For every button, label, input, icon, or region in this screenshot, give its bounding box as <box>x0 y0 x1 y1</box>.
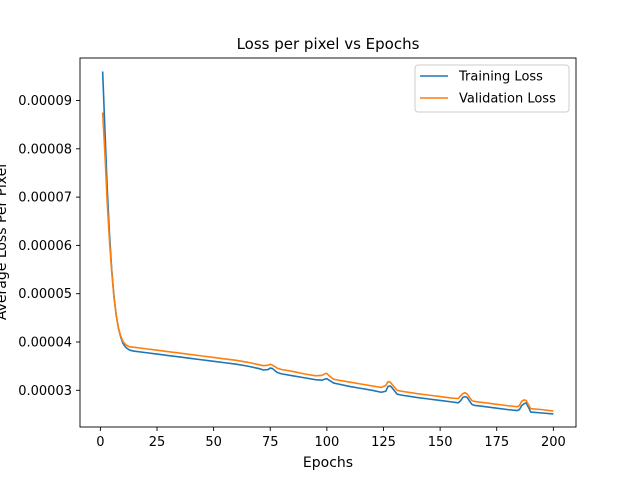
series-line-0 <box>101 71 554 415</box>
x-axis-label: Epochs <box>303 455 353 471</box>
y-tick-label: 0.00007 <box>18 191 72 206</box>
legend-box <box>414 64 570 113</box>
x-tick-label: 0 <box>96 435 104 450</box>
legend: Training Loss Validation Loss <box>414 64 570 113</box>
x-tick-label: 200 <box>541 435 566 450</box>
plot-area <box>80 58 576 427</box>
series-line-1 <box>101 112 554 412</box>
y-tick-label: 0.00004 <box>18 335 72 350</box>
y-tick-label: 0.00005 <box>18 287 72 302</box>
x-tick-label: 125 <box>371 435 396 450</box>
chart-title: Loss per pixel vs Epochs <box>237 35 420 53</box>
x-tick-label: 50 <box>205 435 222 450</box>
axes-layer: 0 25 50 75 100 125 150 175 200 0.00003 0.00004 0.00… <box>18 57 577 450</box>
legend-label: Training Loss <box>458 70 543 85</box>
x-tick-label: 175 <box>484 435 509 450</box>
legend-label: Validation Loss <box>459 92 556 107</box>
x-tick-label: 100 <box>314 435 339 450</box>
y-tick-label: 0.00006 <box>18 239 72 254</box>
axes-frame <box>79 57 577 428</box>
y-axis-label: Average Loss Per Pixel <box>0 164 10 320</box>
y-tick-label: 0.00003 <box>18 384 72 399</box>
series-layer <box>101 71 554 415</box>
y-tick-label: 0.00009 <box>18 94 72 109</box>
x-tick-label: 150 <box>428 435 453 450</box>
y-tick-label: 0.00008 <box>18 142 72 157</box>
x-tick-label: 75 <box>262 435 279 450</box>
x-tick-label: 25 <box>149 435 166 450</box>
